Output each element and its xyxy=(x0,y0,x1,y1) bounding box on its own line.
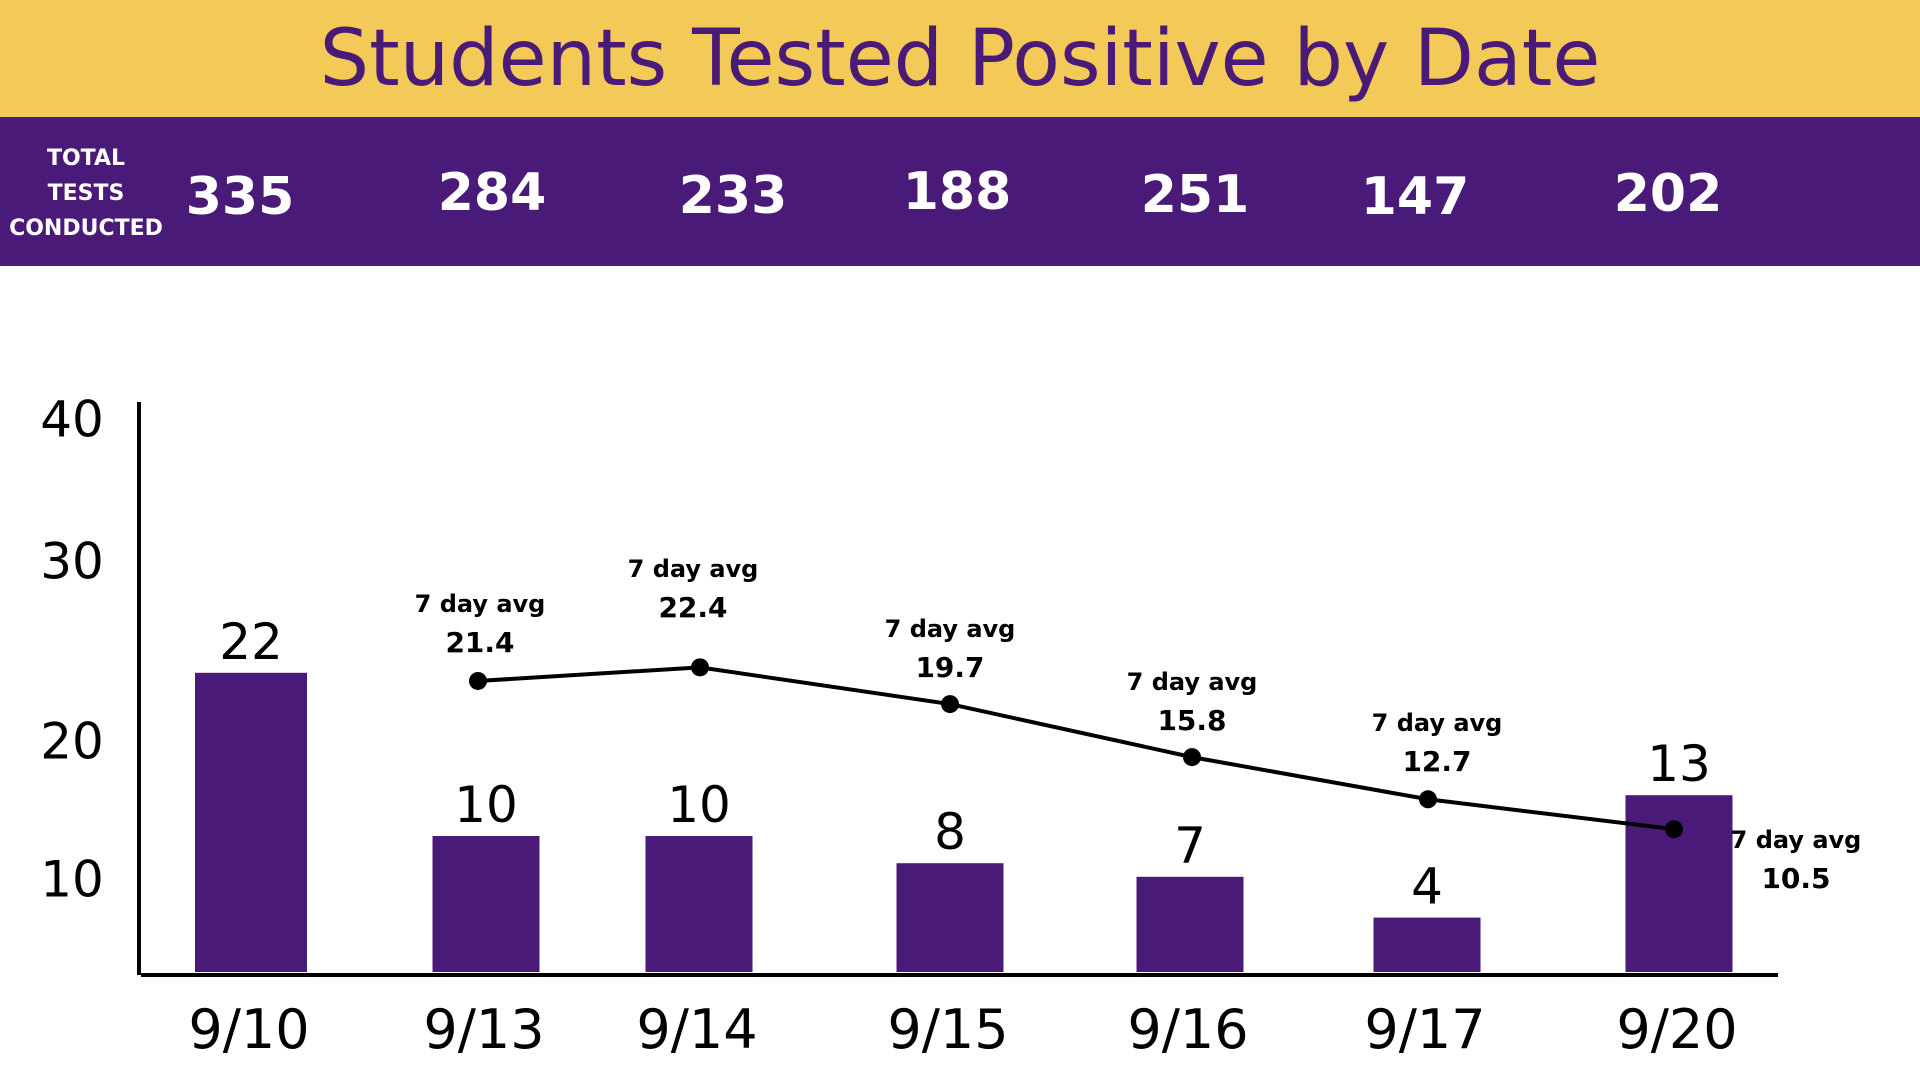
avg-label-value: 19.7 xyxy=(915,651,984,684)
avg-point xyxy=(1665,820,1683,839)
tests-label-line: TESTS xyxy=(47,181,125,206)
page-title: Students Tested Positive by Date xyxy=(319,13,1601,104)
avg-label-value: 15.8 xyxy=(1157,704,1226,737)
y-axis-ticks: 10 20 30 40 xyxy=(40,391,104,909)
bar-value-label: 10 xyxy=(454,776,518,834)
avg-label-title: 7 day avg xyxy=(1127,668,1258,696)
x-tick-label: 9/17 xyxy=(1364,998,1485,1061)
avg-label-title: 7 day avg xyxy=(1372,709,1503,737)
avg-line-path xyxy=(477,665,1675,832)
bar xyxy=(1136,876,1244,972)
tests-value: 188 xyxy=(902,162,1012,222)
bar-value-label: 4 xyxy=(1411,858,1443,916)
avg-point xyxy=(1419,790,1437,809)
x-tick-label: 9/10 xyxy=(188,998,309,1061)
bar-value-label: 10 xyxy=(667,776,731,834)
bar xyxy=(645,836,753,972)
avg-label-title: 7 day avg xyxy=(885,615,1016,643)
avg-label-title: 7 day avg xyxy=(628,555,759,583)
x-tick-label: 9/16 xyxy=(1127,998,1248,1061)
avg-point xyxy=(691,658,709,677)
x-axis-labels: 9/10 9/13 9/14 9/15 9/16 9/17 9/20 xyxy=(188,998,1737,1061)
bar xyxy=(432,836,540,972)
avg-labels: 7 day avg 21.4 7 day avg 22.4 7 day avg 19.7 7… xyxy=(415,555,1862,895)
avg-label-value: 22.4 xyxy=(658,591,727,624)
bar-value-label: 8 xyxy=(934,803,966,861)
avg-label-title: 7 day avg xyxy=(1731,826,1862,854)
x-tick-label: 9/13 xyxy=(423,998,544,1061)
y-tick-label: 20 xyxy=(40,713,104,771)
y-tick-label: 10 xyxy=(40,851,104,909)
tests-value: 233 xyxy=(678,166,788,226)
bar xyxy=(195,672,307,972)
tests-value: 335 xyxy=(185,167,295,227)
bar-value-labels: 22 10 10 8 7 4 13 xyxy=(219,613,1711,916)
tests-conducted-banner: TOTAL TESTS CONDUCTED 335 284 233 188 25… xyxy=(0,117,1920,266)
bar xyxy=(1373,917,1481,972)
title-banner: Students Tested Positive by Date xyxy=(0,0,1920,117)
avg-label-value: 10.5 xyxy=(1761,862,1830,895)
avg-label-value: 12.7 xyxy=(1402,745,1471,778)
tests-value: 251 xyxy=(1140,165,1250,225)
y-tick-label: 30 xyxy=(40,533,104,591)
tests-label: TOTAL TESTS CONDUCTED xyxy=(0,141,172,246)
avg-line xyxy=(469,658,1683,839)
avg-point xyxy=(469,671,487,690)
tests-value: 202 xyxy=(1613,164,1723,224)
avg-label-title: 7 day avg xyxy=(415,590,546,618)
avg-point xyxy=(1183,748,1201,767)
tests-value: 284 xyxy=(437,163,547,223)
bar-value-label: 22 xyxy=(219,613,283,671)
avg-label-value: 21.4 xyxy=(445,626,514,659)
tests-label-line: TOTAL xyxy=(46,146,126,171)
tests-value: 147 xyxy=(1360,167,1470,227)
x-tick-label: 9/14 xyxy=(636,998,757,1061)
tests-label-line: CONDUCTED xyxy=(9,216,163,241)
avg-point xyxy=(941,695,959,714)
bar-value-label: 7 xyxy=(1174,817,1206,875)
x-tick-label: 9/15 xyxy=(887,998,1008,1061)
y-tick-label: 40 xyxy=(40,391,104,449)
bar xyxy=(896,863,1004,972)
bar-value-label: 13 xyxy=(1647,735,1711,793)
bars xyxy=(195,672,1733,972)
x-tick-label: 9/20 xyxy=(1616,998,1737,1061)
